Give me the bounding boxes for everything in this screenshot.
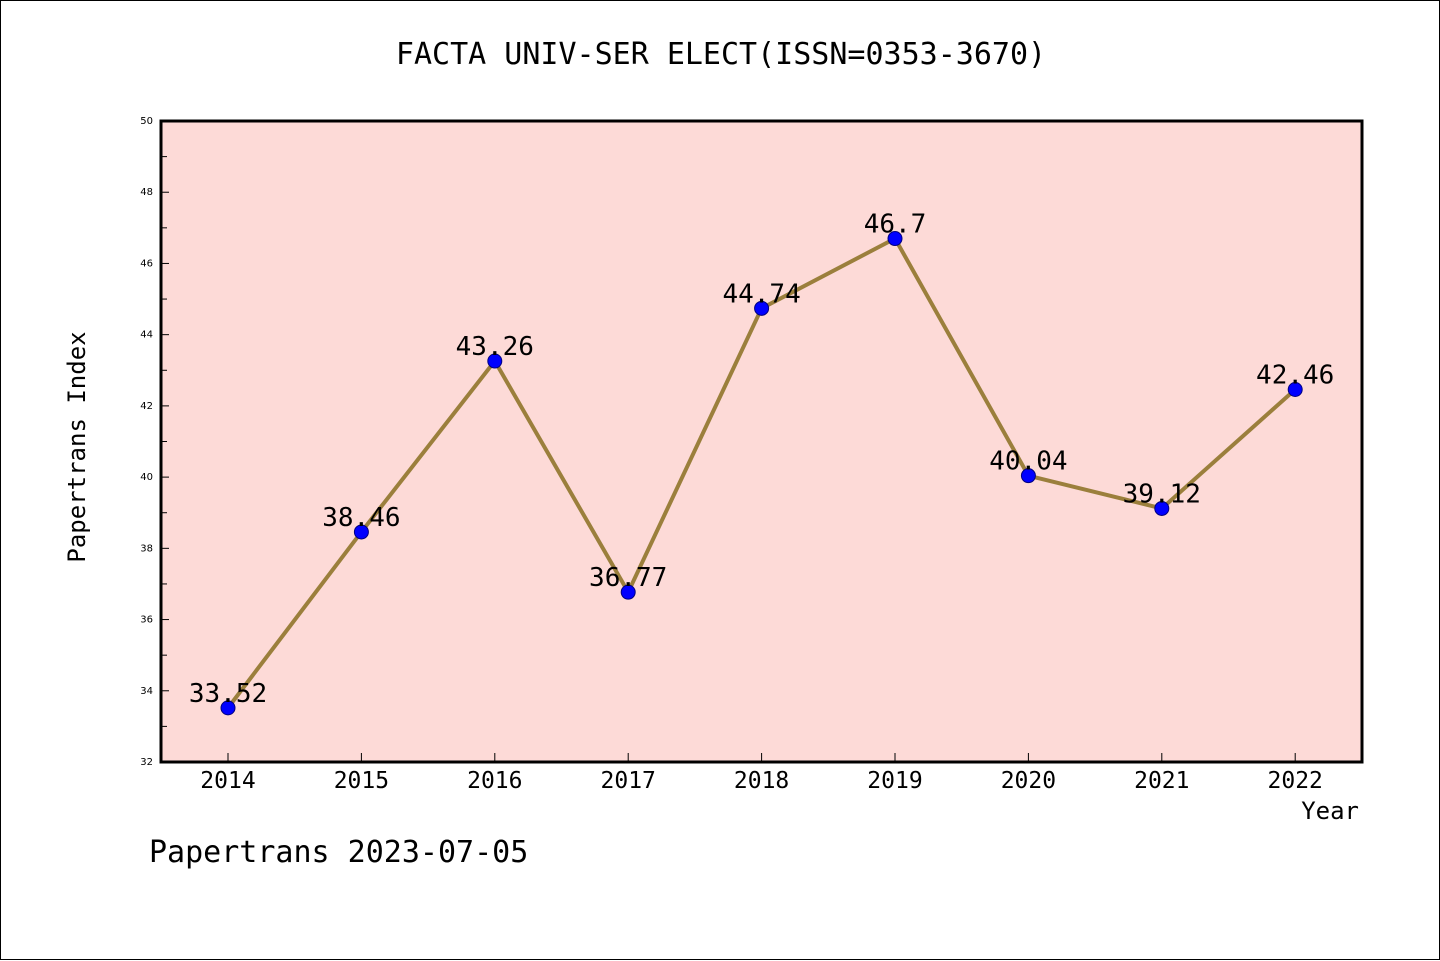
x-tick-label: 2019	[867, 768, 922, 794]
y-tick-label: 34	[140, 686, 153, 697]
data-point	[1154, 500, 1170, 516]
x-tick-label: 2022	[1268, 768, 1323, 794]
data-point	[487, 353, 503, 369]
y-tick-label: 38	[140, 543, 153, 554]
y-tick-label: 36	[140, 615, 153, 626]
data-label: 44.74	[722, 279, 800, 309]
footer-note: Papertrans 2023-07-05	[149, 835, 529, 870]
plot-area	[161, 121, 1362, 762]
data-label: 33.52	[189, 679, 267, 709]
chart-title: FACTA UNIV-SER ELECT(ISSN=0353-3670)	[395, 37, 1047, 72]
x-tick-label: 2021	[1134, 768, 1189, 794]
data-point	[620, 584, 636, 600]
y-tick-label: 48	[140, 187, 153, 198]
data-point	[754, 300, 770, 316]
data-label: 46.7	[864, 210, 927, 240]
data-point	[1020, 468, 1036, 484]
data-point	[353, 524, 369, 540]
x-tick-label: 2016	[467, 768, 522, 794]
x-axis-label: Year	[1301, 797, 1359, 825]
data-label: 40.04	[989, 447, 1067, 477]
data-label: 39.12	[1123, 479, 1201, 509]
x-tick-label: 2015	[334, 768, 389, 794]
x-tick-label: 2014	[200, 768, 255, 794]
x-tick-label: 2020	[1001, 768, 1056, 794]
y-tick-label: 32	[140, 757, 153, 768]
data-label: 42.46	[1256, 361, 1334, 391]
y-tick-label: 40	[140, 472, 153, 483]
y-tick-label: 42	[140, 401, 153, 412]
y-tick-label: 44	[140, 330, 153, 341]
data-point	[887, 231, 903, 247]
x-tick-label: 2017	[601, 768, 656, 794]
y-tick-label: 46	[140, 258, 153, 269]
data-label: 36.77	[589, 563, 667, 593]
plot-border	[159, 119, 1364, 764]
y-tick-label: 50	[140, 116, 153, 127]
data-label: 38.46	[322, 503, 400, 533]
data-point	[220, 700, 236, 716]
data-label: 43.26	[456, 332, 534, 362]
data-point	[1287, 382, 1303, 398]
x-tick-label: 2018	[734, 768, 789, 794]
